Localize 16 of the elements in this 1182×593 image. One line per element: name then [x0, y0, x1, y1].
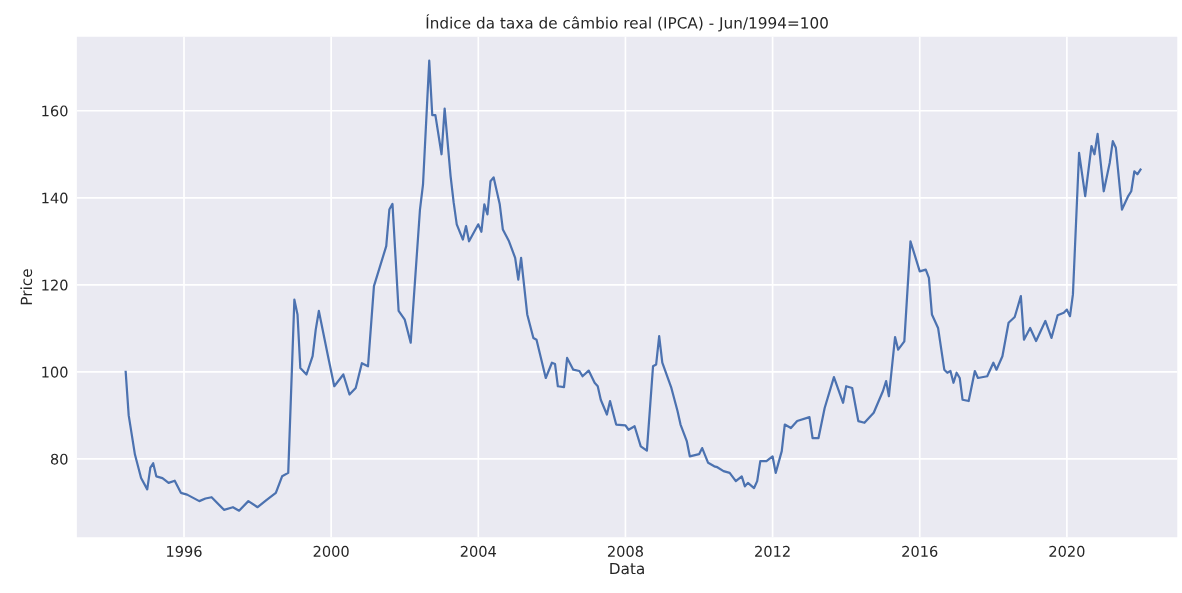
y-tick-label: 160 — [42, 105, 68, 117]
chart-title: Índice da taxa de câmbio real (IPCA) - Jun/1994=100 — [426, 14, 828, 32]
y-tick-label: 80 — [50, 453, 68, 465]
x-tick-label: 2000 — [313, 545, 349, 557]
x-tick-label: 2012 — [755, 545, 790, 557]
x-tick-label: 2016 — [902, 545, 938, 557]
x-tick-label: 2008 — [607, 545, 643, 557]
x-tick-label: 2020 — [1049, 545, 1085, 557]
y-tick-label: 120 — [42, 279, 68, 291]
y-tick-label: 100 — [42, 366, 68, 378]
line-series — [124, 59, 1142, 512]
x-tick-label: 2004 — [460, 545, 497, 557]
y-axis-title: Price — [20, 269, 33, 305]
y-tick-label: 140 — [42, 192, 68, 204]
x-axis-title: Data — [610, 562, 644, 575]
x-tick-label: 1996 — [167, 545, 202, 557]
